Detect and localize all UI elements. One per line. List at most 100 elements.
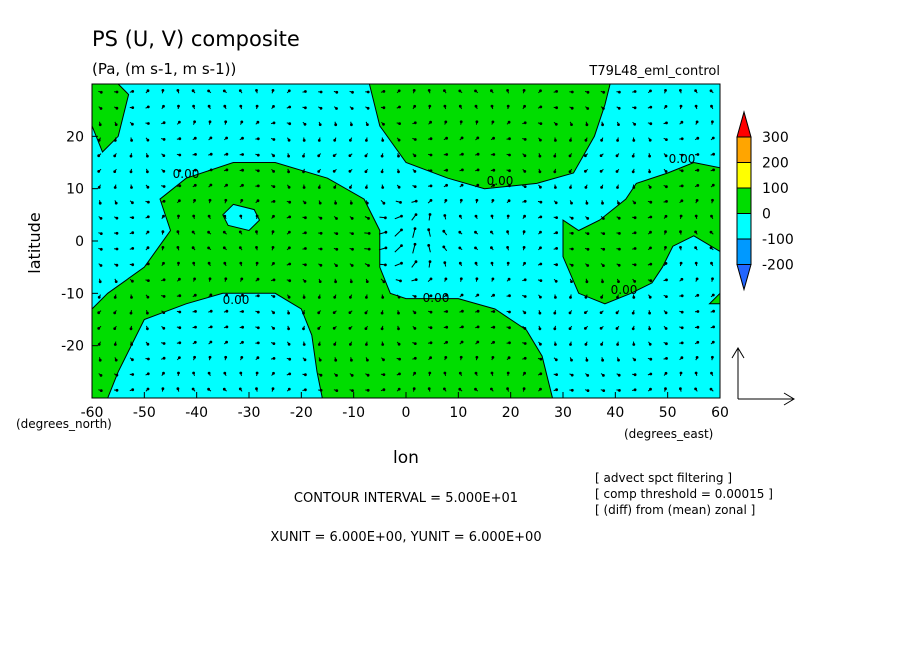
wind-vector-140 xyxy=(396,341,401,346)
wind-vector-529 xyxy=(223,183,229,188)
contour-label-3: 0.00 xyxy=(669,152,696,166)
wind-vector-725 xyxy=(161,104,165,110)
wind-vector-239 xyxy=(694,310,700,313)
wind-vector-705 xyxy=(475,120,479,125)
wind-vector-365 xyxy=(161,246,165,251)
wind-vector-541 xyxy=(412,185,417,189)
wind-vector-341 xyxy=(411,260,418,268)
wind-vector-629 xyxy=(538,153,542,158)
wind-vector-174 xyxy=(302,325,305,331)
wind-vector-750 xyxy=(553,106,558,110)
contour-label-2: 0.00 xyxy=(487,174,514,188)
wind-vector-647 xyxy=(192,136,197,141)
wind-vector-745 xyxy=(474,104,478,110)
wind-vector-760 xyxy=(710,104,714,110)
colorbar-label-4: -100 xyxy=(762,232,794,248)
wind-vector-571 xyxy=(255,169,260,173)
wind-vector-534 xyxy=(302,184,306,189)
wind-vector-754 xyxy=(616,106,621,110)
wind-vector-713 xyxy=(601,121,604,127)
wind-vector-320 xyxy=(711,277,714,282)
x-tick-label-0: -60 xyxy=(81,405,104,421)
wind-vector-150 xyxy=(554,341,557,346)
wind-vector-88 xyxy=(208,355,212,361)
wind-vector-427 xyxy=(506,230,510,235)
wind-vector-1 xyxy=(98,389,103,393)
wind-vector-652 xyxy=(271,137,276,141)
wind-vector-156 xyxy=(648,341,652,346)
wind-vector-684 xyxy=(145,122,150,125)
wind-vector-584 xyxy=(459,168,464,172)
wind-vector-552 xyxy=(584,184,588,189)
wind-vector-738 xyxy=(365,106,370,110)
wind-vector-667 xyxy=(506,137,511,141)
wind-vector-630 xyxy=(553,153,557,158)
y-tick-label-3: -10 xyxy=(61,286,84,302)
wind-vector-18 xyxy=(365,388,370,392)
wind-vector-146 xyxy=(490,340,496,345)
wind-vector-221 xyxy=(412,310,417,315)
wind-vector-94 xyxy=(302,357,307,362)
wind-vector-207 xyxy=(192,310,197,313)
wind-vector-204 xyxy=(146,310,149,315)
wind-vector-248 xyxy=(208,293,213,298)
wind-vector-651 xyxy=(255,137,260,141)
wind-vector-622 xyxy=(427,153,433,157)
wind-vector-418 xyxy=(364,232,371,235)
wind-vector-362 xyxy=(114,247,119,251)
wind-vector-422 xyxy=(427,228,431,237)
wind-vector-662 xyxy=(428,137,433,141)
wind-vector-784 xyxy=(458,89,463,94)
wind-vector-83 xyxy=(129,357,134,362)
wind-vector-225 xyxy=(475,309,480,313)
wind-vector-446 xyxy=(177,214,180,219)
wind-vector-144 xyxy=(459,340,464,345)
wind-vector-678 xyxy=(679,137,684,141)
wind-vector-335 xyxy=(318,263,323,267)
wind-vector-680 xyxy=(710,136,715,141)
wind-vector-171 xyxy=(255,326,260,330)
wind-vector-625 xyxy=(475,152,480,156)
colorbar-top-arrow xyxy=(736,110,752,138)
wind-vector-232 xyxy=(584,310,589,315)
wind-vector-689 xyxy=(224,120,228,125)
wind-vector-81 xyxy=(98,357,102,362)
wind-vector-608 xyxy=(208,152,213,156)
wind-vector-554 xyxy=(616,184,619,189)
wind-vector-549 xyxy=(538,184,542,189)
wind-vector-538 xyxy=(365,184,368,189)
wind-vector-101 xyxy=(412,356,417,360)
wind-vector-254 xyxy=(302,294,306,299)
wind-vector-558 xyxy=(679,184,684,188)
wind-vector-240 xyxy=(710,309,715,313)
wind-vector-244 xyxy=(145,294,150,299)
wind-vector-793 xyxy=(600,90,606,94)
wind-vector-210 xyxy=(239,310,245,313)
wind-vector-133 xyxy=(286,341,291,346)
wind-vector-708 xyxy=(522,121,527,125)
wind-vector-371 xyxy=(255,246,258,251)
wind-vector-142 xyxy=(428,341,433,345)
wind-vector-352 xyxy=(585,263,590,267)
wind-vector-272 xyxy=(584,294,588,299)
positive-region-2 xyxy=(92,162,554,398)
wind-vector-95 xyxy=(318,357,322,362)
wind-vector-149 xyxy=(538,341,542,346)
wind-vector-596 xyxy=(648,168,651,174)
wind-vector-71 xyxy=(569,373,574,377)
wind-vector-112 xyxy=(585,357,589,362)
wind-vector-585 xyxy=(475,168,480,172)
wind-vector-182 xyxy=(427,326,433,330)
wind-vector-326 xyxy=(177,261,180,267)
wind-vector-12 xyxy=(271,387,275,392)
wind-vector-247 xyxy=(192,293,197,298)
wind-vector-348 xyxy=(522,261,526,267)
wind-vector-116 xyxy=(647,357,653,361)
wind-vector-659 xyxy=(381,137,385,142)
wind-vector-303 xyxy=(444,277,448,282)
wind-vector-597 xyxy=(663,168,668,173)
wind-vector-620 xyxy=(397,153,400,158)
wind-vector-241 xyxy=(97,294,101,299)
wind-vector-679 xyxy=(694,136,700,141)
wind-vector-137 xyxy=(349,341,353,346)
